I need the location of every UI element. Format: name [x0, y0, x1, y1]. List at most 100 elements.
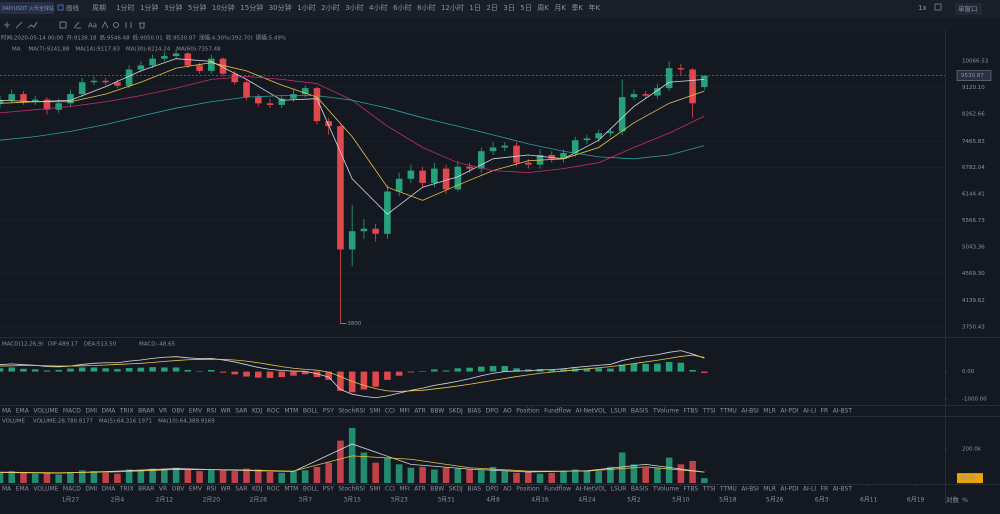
indicator-tab[interactable]: DMA	[101, 486, 116, 493]
indicator-tab[interactable]: AI-PDI	[780, 486, 798, 493]
period-option[interactable]: 5日	[520, 4, 531, 12]
indicator-tab[interactable]: MTM	[284, 486, 298, 493]
indicator-tab[interactable]: ROC	[267, 486, 280, 493]
percent-toggle[interactable]: %	[962, 496, 968, 504]
indicator-tab[interactable]: BIAS	[467, 408, 481, 415]
indicator-tab[interactable]: RSI	[206, 486, 216, 493]
indicator-tab[interactable]: EMV	[189, 408, 203, 415]
symbol[interactable]: XRP/USDT 火币全球站	[2, 5, 54, 12]
indicator-tab[interactable]: StochRSI	[338, 486, 365, 493]
period-option[interactable]: 2小时	[321, 3, 339, 12]
indicator-tab[interactable]: MFI	[399, 486, 410, 493]
indicator-tab[interactable]: SMI	[370, 408, 381, 415]
indicator-tab[interactable]: OBV	[172, 408, 186, 415]
indicator-tab[interactable]: WR	[221, 408, 231, 415]
indicator-tab[interactable]: TRIX	[119, 408, 134, 415]
icon-polyline[interactable]	[27, 21, 38, 29]
icon-line[interactable]	[15, 21, 23, 29]
indicator-tab[interactable]: VR	[159, 408, 167, 415]
indicator-tab[interactable]: DPO	[486, 486, 499, 493]
period-option[interactable]: 15分钟	[240, 3, 263, 12]
indicator-tab[interactable]: KDJ	[252, 486, 263, 493]
indicator-tab[interactable]: Position	[516, 486, 540, 493]
indicator-tab[interactable]: WR	[221, 486, 231, 493]
icon-delete[interactable]	[139, 22, 145, 29]
period-option[interactable]: 年K	[589, 3, 601, 12]
indicator-tab[interactable]: BOLL	[303, 408, 319, 415]
window-mode[interactable]: 单窗口	[958, 4, 978, 13]
indicator-tab[interactable]: MFI	[399, 408, 410, 415]
indicator-tab[interactable]: Fundflow	[544, 408, 571, 415]
indicator-tab[interactable]: Fundflow	[544, 486, 571, 493]
indicator-tab[interactable]: EMA	[16, 408, 30, 415]
indicator-tab[interactable]: TTMU	[719, 486, 737, 493]
indicator-tab[interactable]: AI-LI	[803, 408, 816, 415]
indicator-tab[interactable]: SAR	[235, 486, 247, 493]
indicator-tab[interactable]: ATR	[414, 408, 425, 415]
indicator-tab[interactable]: DMI	[85, 486, 97, 493]
icon-arrow[interactable]	[101, 21, 109, 29]
period-option[interactable]: 12小时	[441, 3, 464, 12]
period-option[interactable]: 1分时	[116, 3, 134, 12]
period-option[interactable]: 季K	[571, 3, 583, 12]
indicator-tab[interactable]: KDJ	[252, 408, 263, 415]
icon-lock[interactable]	[125, 22, 132, 28]
indicator-tab[interactable]: BASIS	[631, 408, 649, 415]
period-option[interactable]: 1小时	[297, 3, 315, 12]
indicator-tab[interactable]: FR	[821, 408, 829, 415]
draw-tool[interactable]: 画线	[66, 3, 80, 12]
indicator-tab[interactable]: EMV	[189, 486, 203, 493]
period-option[interactable]: 6小时	[393, 3, 411, 12]
period-option[interactable]: 3小时	[345, 3, 363, 12]
indicator-tab[interactable]: BRAR	[138, 408, 154, 415]
indicator-tab[interactable]: AI-NetVOL	[576, 408, 607, 415]
indicator-tab[interactable]: SKDJ	[449, 486, 463, 493]
symbol-box[interactable]	[0, 2, 54, 14]
indicator-tab[interactable]: AI-BST	[833, 408, 853, 415]
indicator-tab[interactable]: BASIS	[631, 486, 649, 493]
indicator-tab[interactable]: BRAR	[138, 486, 154, 493]
indicator-tab[interactable]: BBW	[430, 408, 444, 415]
icon-text[interactable]: Aa	[88, 22, 97, 30]
indicator-tab[interactable]: DMI	[85, 408, 97, 415]
indicator-tab[interactable]: SMI	[370, 486, 381, 493]
indicator-tab[interactable]: RSI	[206, 408, 216, 415]
indicator-tab[interactable]: VOLUME	[33, 408, 58, 415]
indicator-tab[interactable]: SKDJ	[449, 408, 463, 415]
icon-magnet[interactable]	[113, 22, 119, 28]
period-option[interactable]: 月K	[554, 4, 566, 12]
indicator-tab[interactable]: AI-BSI	[741, 408, 759, 415]
indicator-tab[interactable]: Position	[516, 408, 540, 415]
indicator-tab[interactable]: ATR	[414, 486, 425, 493]
indicator-tab[interactable]: EMA	[16, 486, 30, 493]
indicator-tab[interactable]: VR	[159, 486, 167, 493]
indicator-tab[interactable]: AI-NetVOL	[576, 486, 607, 493]
indicator-tab[interactable]: CCI	[385, 408, 395, 415]
period-option[interactable]: 10分钟	[212, 3, 235, 12]
period-option[interactable]: 3日	[503, 4, 514, 12]
indicator-tab[interactable]: TVolume	[652, 408, 679, 415]
indicator-tab[interactable]: BIAS	[467, 486, 481, 493]
fullscreen-icon[interactable]	[934, 3, 942, 11]
indicator-tab[interactable]: PSY	[323, 408, 334, 415]
indicator-tab[interactable]: CCI	[385, 486, 395, 493]
indicator-tab[interactable]: AI-PDI	[780, 408, 798, 415]
indicator-tab[interactable]: LSUR	[611, 408, 627, 415]
period-option[interactable]: 2日	[486, 4, 497, 12]
indicator-tab[interactable]: AI-LI	[803, 486, 816, 493]
indicator-tab[interactable]: DMA	[101, 408, 116, 415]
indicator-tab[interactable]: DPO	[486, 408, 499, 415]
icon-crosshair[interactable]	[4, 22, 10, 28]
indicator-tab[interactable]: VOLUME	[33, 486, 58, 493]
indicator-tab[interactable]: AO	[503, 486, 512, 493]
icon-rect[interactable]	[59, 21, 67, 29]
log-toggle[interactable]: 对数	[946, 495, 960, 504]
period-option[interactable]: 30分钟	[269, 3, 292, 12]
indicator-tab[interactable]: TRIX	[119, 486, 134, 493]
period-option[interactable]: 5分钟	[188, 3, 206, 12]
indicator-tab[interactable]: LSUR	[611, 486, 627, 493]
indicator-tab[interactable]: BOLL	[303, 486, 319, 493]
indicator-tab[interactable]: AI-BST	[833, 486, 853, 493]
indicator-tab[interactable]: MLR	[763, 486, 776, 493]
period-option[interactable]: 3分钟	[164, 3, 182, 12]
